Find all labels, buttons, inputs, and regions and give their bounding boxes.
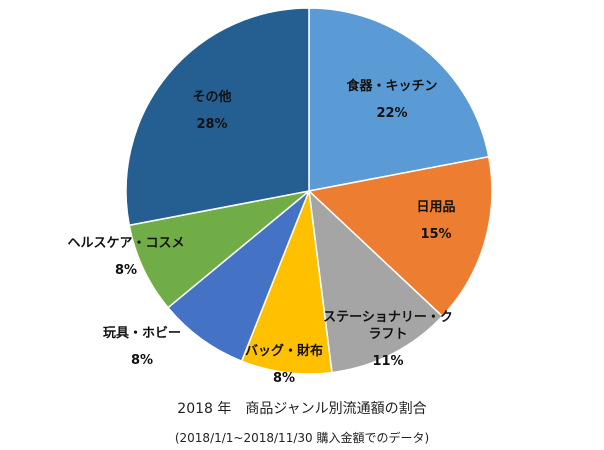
slice-label-7: その他 bbox=[192, 89, 231, 105]
chart-title: 2018 年 商品ジャンル別流通額の割合 bbox=[177, 401, 427, 417]
pie-slice-7 bbox=[125, 7, 310, 227]
slice-label-6: ヘルスケア・コスメ bbox=[67, 236, 184, 251]
pie-slice-3 bbox=[307, 189, 444, 374]
slice-value-label-7: 28% bbox=[196, 117, 227, 132]
slice-label-3-line-1: ステーショナリー・ク bbox=[323, 310, 453, 325]
slice-label-3-line-2: ラフト bbox=[368, 327, 407, 342]
slice-label-5: 玩具・ホビー bbox=[103, 325, 181, 341]
slice-value-label-3: 11% bbox=[372, 354, 403, 369]
pie-slice-6 bbox=[128, 190, 310, 309]
pie-slice-5 bbox=[166, 190, 310, 363]
slice-label-4: バッグ・財布 bbox=[245, 343, 323, 359]
slice-value-label-4: 8% bbox=[273, 371, 295, 386]
pie-slice-2 bbox=[307, 155, 493, 318]
slice-value-label-6: 8% bbox=[115, 263, 137, 278]
slice-label-1: 食器・キッチン bbox=[346, 78, 437, 94]
slice-value-label-2: 15% bbox=[420, 227, 451, 242]
slice-label-2: 日用品 bbox=[416, 200, 455, 215]
slices-group bbox=[125, 7, 493, 375]
pie-slice-4 bbox=[240, 190, 333, 375]
pie-slice-1 bbox=[308, 7, 490, 192]
chart-subtitle: (2018/1/1~2018/11/30 購入金額でのデータ) bbox=[174, 431, 430, 445]
slice-value-label-5: 8% bbox=[131, 353, 153, 368]
slice-value-label-1: 22% bbox=[376, 106, 407, 121]
